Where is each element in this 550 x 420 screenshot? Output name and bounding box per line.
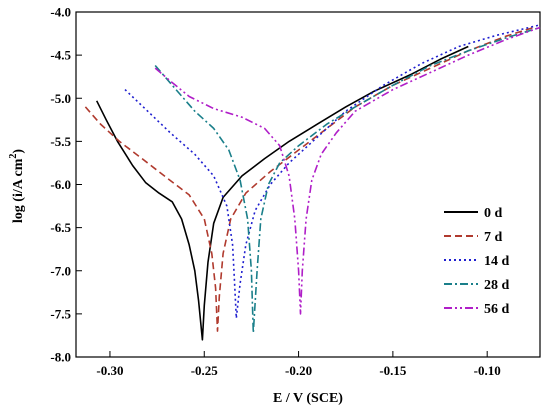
y-axis-title-prefix: log (i/A cm: [11, 158, 26, 223]
y-tick-label: -6.5: [50, 220, 71, 235]
series-layer: [84, 24, 541, 341]
legend-label: 14 d: [484, 254, 510, 269]
y-tick-label: -6.0: [50, 177, 71, 192]
x-axis-ticks: -0.30 -0.25 -0.20 -0.15 -0.10: [96, 351, 501, 378]
legend-label: 28 d: [484, 278, 510, 293]
x-axis-title: E / V (SCE): [273, 391, 343, 406]
series-line: [154, 26, 541, 315]
legend-label: 7 d: [484, 230, 503, 245]
y-tick-label: -5.5: [50, 134, 71, 149]
y-tick-label: -7.5: [50, 306, 71, 321]
y-tick-label: -5.0: [50, 91, 71, 106]
series-line: [84, 25, 537, 332]
series-line: [124, 24, 541, 319]
y-axis-ticks: -8.0 -7.5 -7.0 -6.5 -6.0 -5.5 -5.0 -4.5 -4.0: [50, 5, 82, 365]
y-tick-label: -4.5: [50, 48, 71, 63]
y-tick-label: -4.0: [50, 5, 71, 20]
x-tick-label: -0.10: [474, 363, 501, 378]
legend-label: 0 d: [484, 206, 503, 221]
y-tick-label: -8.0: [50, 350, 71, 365]
y-axis-title-superscript: 2: [8, 154, 19, 159]
x-tick-label: -0.15: [379, 363, 407, 378]
legend-label: 56 d: [484, 302, 510, 317]
series-line: [95, 45, 469, 341]
y-axis-title-suffix: ): [11, 149, 26, 154]
x-tick-label: -0.20: [285, 363, 312, 378]
legend: 0 d 7 d 14 d 28 d 56 d: [444, 206, 510, 317]
series-line: [154, 26, 541, 334]
x-tick-label: -0.25: [191, 363, 219, 378]
y-tick-label: -7.0: [50, 263, 71, 278]
x-tick-label: -0.30: [96, 363, 123, 378]
plot-frame: [75, 11, 541, 358]
y-axis-title: log (i/A cm2): [8, 149, 26, 224]
